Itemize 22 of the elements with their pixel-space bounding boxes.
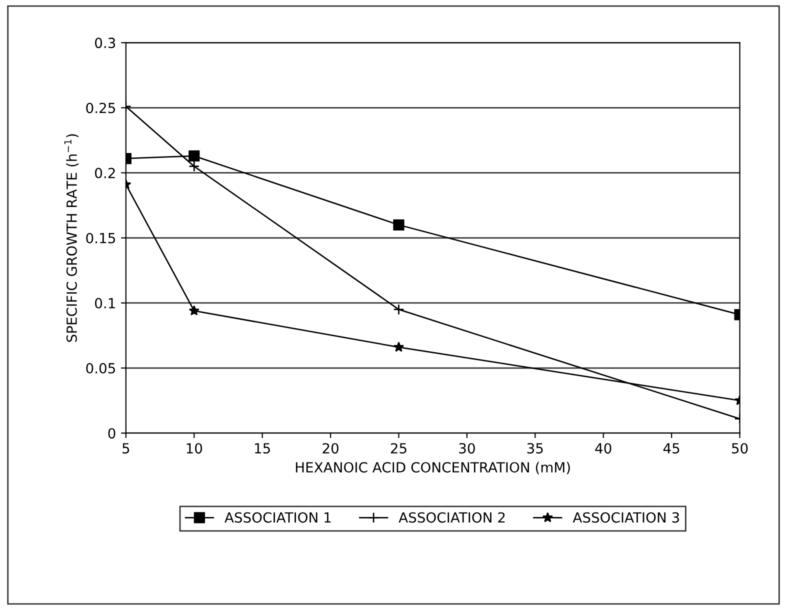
- y-tick-label: 0.1: [95, 298, 115, 308]
- y-tick-label: 0.25: [86, 102, 115, 114]
- x-tick-label: 10: [186, 443, 202, 454]
- x-tick-label: 35: [527, 443, 543, 454]
- legend-label: ASSOCIATION 3: [572, 512, 680, 523]
- x-tick-label: 45: [663, 443, 680, 454]
- y-axis-title: SPECIFIC GROWTH RATE (h$^{−1}$): [64, 134, 79, 342]
- x-tick-label: 30: [459, 443, 475, 454]
- x-tick-label: 15: [255, 443, 270, 454]
- x-tick-label: 40: [595, 443, 612, 454]
- y-tick-label: 0.05: [86, 363, 115, 374]
- y-tick-label: 0.2: [95, 168, 115, 178]
- x-tick-label: 50: [732, 443, 748, 454]
- x-tick-label: 20: [322, 443, 338, 454]
- x-tick-label: 25: [390, 443, 406, 454]
- x-tick-label: 5: [122, 443, 130, 454]
- legend-label: ASSOCIATION 1: [224, 512, 331, 523]
- y-tick-label: 0.15: [86, 232, 115, 244]
- x-axis-title: HEXANOIC ACID CONCENTRATION (mM): [296, 462, 570, 474]
- y-tick-label: 0.3: [95, 38, 116, 48]
- y-tick-label: 0: [108, 428, 116, 439]
- legend-label: ASSOCIATION 2: [398, 512, 505, 523]
